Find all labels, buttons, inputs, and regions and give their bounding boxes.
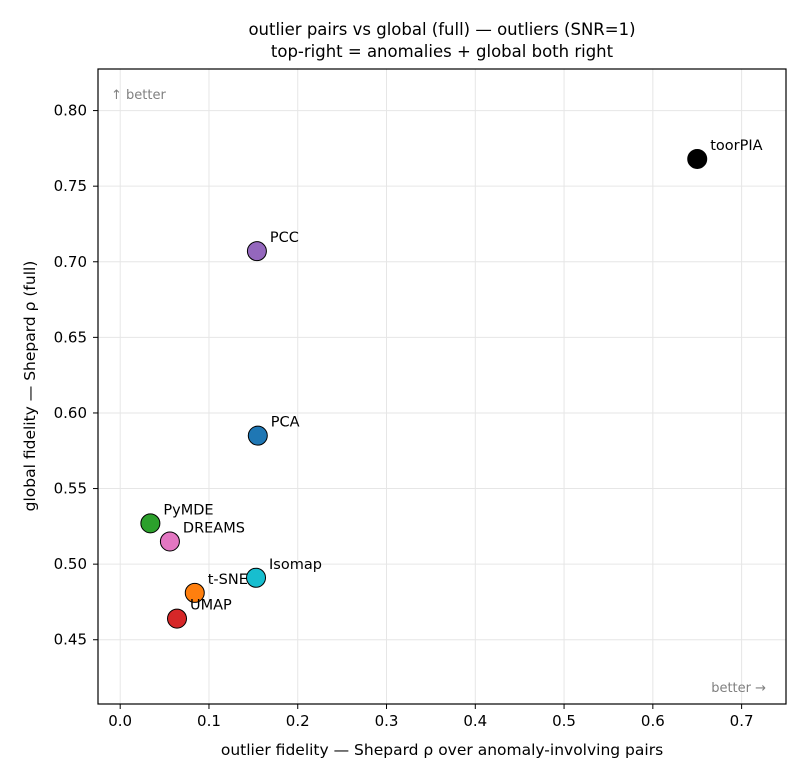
x-tick-label: 0.6 — [641, 712, 665, 730]
x-tick-label: 0.3 — [375, 712, 399, 730]
point-toorpia — [687, 148, 708, 169]
y-tick-label: 0.65 — [54, 328, 87, 346]
grid-lines — [98, 69, 786, 704]
axis-ticks: 0.0 0.1 0.2 0.3 0.4 0.5 0.6 0.7 0.45 0.50 0.55 0.60… — [54, 102, 754, 730]
annotation-bottom-right: better → — [711, 681, 766, 696]
y-tick-label: 0.75 — [54, 177, 87, 195]
point-label-dreams: DREAMS — [183, 520, 245, 536]
x-tick-label: 0.1 — [197, 712, 221, 730]
point-isomap — [246, 567, 267, 588]
point-label-t-sne: t-SNE — [208, 572, 248, 588]
annotation-top-left: ↑ better — [111, 88, 166, 103]
point-umap — [167, 608, 188, 629]
point-label-pcc: PCC — [270, 230, 299, 246]
x-tick-label: 0.5 — [552, 712, 576, 730]
x-tick-label: 0.4 — [463, 712, 487, 730]
data-points: toorPIA PCC PCA PyMDE DREAMS Isomap t-SNE UMAP — [140, 138, 763, 629]
y-tick-label: 0.45 — [54, 631, 87, 649]
y-tick-label: 0.80 — [54, 102, 87, 120]
point-label-toorpia: toorPIA — [710, 138, 762, 154]
point-label-pca: PCA — [271, 415, 300, 431]
y-tick-label: 0.60 — [54, 404, 87, 422]
point-label-umap: UMAP — [190, 598, 232, 614]
y-axis-label: global fidelity — Shepard ρ (full) — [21, 261, 39, 512]
point-label-pymde: PyMDE — [163, 502, 213, 518]
y-tick-label: 0.55 — [54, 480, 87, 498]
point-pymde — [140, 513, 161, 534]
point-pca — [247, 425, 268, 446]
chart-title: outlier pairs vs global (full) — outlier… — [248, 20, 635, 39]
x-tick-label: 0.0 — [108, 712, 132, 730]
chart-subtitle: top-right = anomalies + global both righ… — [271, 42, 614, 61]
point-label-isomap: Isomap — [269, 557, 322, 573]
point-t-sne — [184, 582, 205, 603]
x-tick-label: 0.2 — [286, 712, 310, 730]
point-dreams — [159, 531, 180, 552]
x-tick-label: 0.7 — [730, 712, 754, 730]
plot-frame — [97, 68, 787, 705]
y-tick-label: 0.70 — [54, 253, 87, 271]
y-tick-label: 0.50 — [54, 555, 87, 573]
point-pcc — [246, 241, 267, 262]
x-axis-label: outlier fidelity — Shepard ρ over anomal… — [221, 741, 663, 759]
